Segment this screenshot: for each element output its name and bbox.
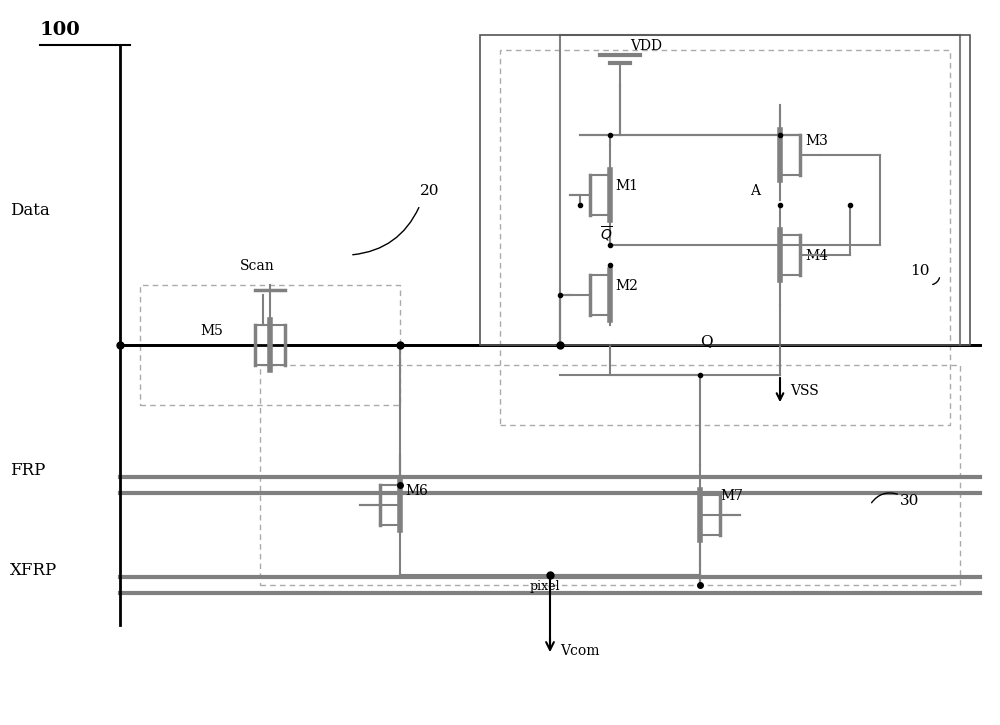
Text: Vcom: Vcom bbox=[560, 644, 600, 658]
Text: M7: M7 bbox=[720, 489, 743, 503]
Text: pixel: pixel bbox=[530, 580, 560, 593]
Text: A: A bbox=[750, 184, 760, 198]
Text: $\overline{Q}$: $\overline{Q}$ bbox=[600, 225, 613, 244]
Text: XFRP: XFRP bbox=[10, 562, 57, 579]
Text: Q: Q bbox=[700, 334, 713, 348]
Text: M1: M1 bbox=[615, 179, 638, 193]
Text: 100: 100 bbox=[40, 21, 81, 39]
Text: M4: M4 bbox=[805, 249, 828, 263]
Text: Data: Data bbox=[10, 202, 50, 219]
Text: M3: M3 bbox=[805, 134, 828, 148]
Text: M6: M6 bbox=[405, 484, 428, 498]
Text: VSS: VSS bbox=[790, 384, 819, 398]
Text: 30: 30 bbox=[900, 494, 919, 508]
Text: M5: M5 bbox=[200, 324, 223, 338]
Bar bbox=[260, 365, 960, 585]
Bar bbox=[140, 285, 400, 405]
Bar bbox=[500, 50, 950, 425]
Bar bbox=[480, 35, 970, 345]
Text: 20: 20 bbox=[420, 184, 440, 198]
Text: Scan: Scan bbox=[240, 259, 275, 273]
Text: 10: 10 bbox=[910, 264, 930, 278]
Text: FRP: FRP bbox=[10, 462, 45, 479]
Text: M2: M2 bbox=[615, 279, 638, 293]
Text: VDD: VDD bbox=[630, 39, 662, 53]
